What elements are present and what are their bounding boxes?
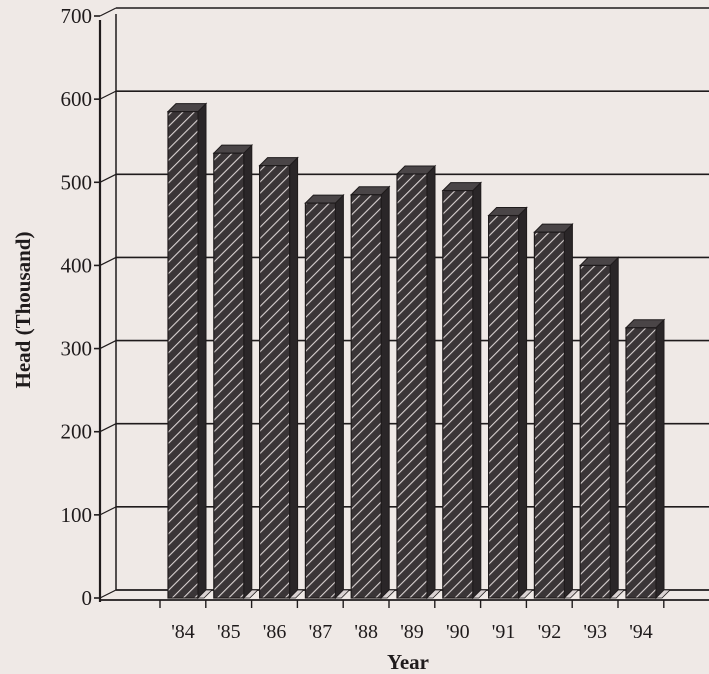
x-tick-label: '89 [400,621,424,643]
bar-side-face [609,256,619,600]
bar-front-face [167,111,199,599]
gridline-side [99,7,117,17]
bar [304,193,351,600]
bar-floor-shadow [563,589,580,599]
bar-front-face [304,202,336,599]
bar-front-face [213,152,245,599]
gridline-side [99,506,117,516]
x-tick-label: '92 [538,621,562,643]
bar-front-face [442,190,474,599]
bar-front-face [259,165,291,599]
y-tick-label: 300 [61,337,93,361]
bar-side-face [380,185,390,600]
bar-floor-shadow [609,589,626,599]
bar-front-face [625,327,657,599]
x-tick-label: '88 [354,621,378,643]
x-tick-labels: '84 '85 '86 '87 '88 '89 '90 '91 '92 '93 '94 [171,621,653,643]
y-tick-label: 700 [61,4,93,28]
gridline-side [99,340,117,350]
x-axis-title: Year [387,650,429,674]
bar-floor-shadow [242,589,259,599]
bar-front-face [579,264,611,599]
bar [395,164,442,600]
x-tick-label: '85 [217,621,241,643]
bar-side-face [655,318,665,600]
bar [258,156,305,600]
bar [441,181,488,600]
bar-side-face [563,222,573,600]
bar-side-face [426,164,436,600]
bar-front-face [533,231,566,599]
y-tick-label: 600 [61,87,93,111]
bar-floor-shadow [471,589,488,599]
bar-floor-shadow [334,589,351,599]
y-tick-label: 0 [82,586,93,610]
y-tick-label: 400 [61,253,93,277]
bar-floor-shadow [655,589,671,599]
y-tick-label: 500 [61,170,93,194]
bar-floor-shadow [380,589,397,599]
bars [166,102,671,600]
y-tick-label: 100 [61,503,93,527]
x-tick-label: '91 [492,621,516,643]
y-tick-labels: 0 100 200 300 400 500 600 700 [61,4,93,610]
bar-side-face [472,181,482,600]
x-tick-label: '86 [263,621,287,643]
gridline-side [99,256,117,266]
bar-floor-shadow [288,589,305,599]
bar [624,318,671,600]
y-tick-label: 200 [61,420,93,444]
bar-side-face [518,206,528,600]
bar [212,143,259,600]
bar-front-face [350,194,382,599]
bar-side-face [197,102,207,600]
gridline-side [99,589,117,599]
bar-side-face [289,156,299,600]
bar-floor-shadow [426,589,442,599]
bar [166,102,213,600]
y-axis-title: Head (Thousand) [11,232,35,389]
x-tick-label: '94 [629,621,653,643]
gridline-side [99,173,117,183]
bar-side-face [243,143,253,600]
bar [533,222,580,600]
gridline-side [99,423,117,433]
bar [349,185,397,600]
bar-floor-shadow [517,589,534,599]
x-tick-label: '90 [446,621,470,643]
gridline-side [99,90,117,100]
bar-side-face [334,193,344,600]
x-tick-label: '84 [171,621,195,643]
bar-floor-shadow [197,589,213,599]
x-tick-label: '93 [583,621,607,643]
bar-front-face [488,214,520,599]
bar-front-face [396,173,428,599]
x-tick-label: '87 [309,621,333,643]
bar [487,206,534,600]
bar [578,256,626,600]
